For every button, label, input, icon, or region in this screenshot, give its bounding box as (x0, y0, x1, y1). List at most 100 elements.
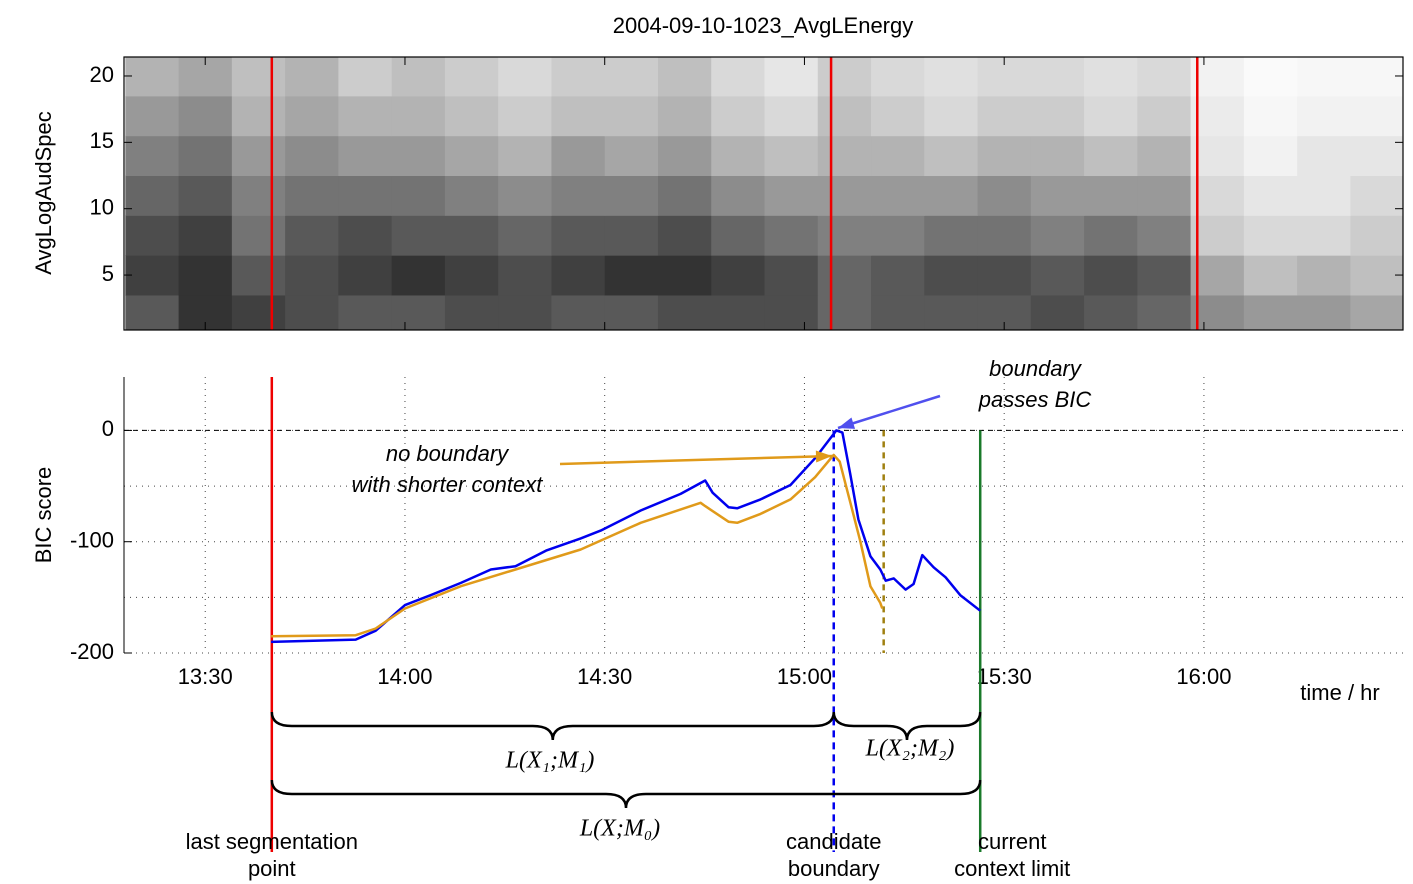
heatmap-cell (338, 135, 393, 177)
heatmap-cell (604, 95, 659, 137)
heatmap-cell (391, 135, 446, 177)
heatmap-cell (977, 255, 1032, 296)
heatmap-cell (1350, 294, 1403, 330)
heatmap-cell (231, 215, 286, 256)
y-tick-label: 15 (90, 128, 114, 153)
heatmap-cell (231, 135, 286, 177)
heatmap-cell (551, 175, 606, 216)
heatmap-cell (604, 135, 659, 177)
heatmap-cell (1243, 175, 1298, 216)
heatmap-cell (604, 215, 659, 256)
heatmap-cell (1030, 294, 1085, 330)
heatmap-cell (444, 294, 499, 330)
marker-label: last segmentation (186, 829, 358, 854)
heatmap-cell (498, 255, 552, 296)
heatmap-cell (551, 294, 606, 330)
heatmap-cell (1350, 175, 1403, 216)
heatmap-cell (871, 95, 925, 137)
heatmap-cell (711, 135, 765, 177)
heatmap-cell (178, 255, 233, 296)
y-tick-label: 20 (90, 62, 114, 87)
heatmap-cell (764, 95, 819, 137)
heatmap-cell (231, 57, 286, 97)
heatmap-cell (1030, 95, 1085, 137)
heatmap-cell (1084, 294, 1138, 330)
heatmap-cell (338, 215, 393, 256)
heatmap-cell (551, 135, 606, 177)
heatmap-cell (444, 135, 499, 177)
heatmap-cell (657, 135, 712, 177)
heatmap-cell (817, 255, 872, 296)
heatmap-cell (817, 135, 872, 177)
heatmap-cell (657, 255, 712, 296)
heatmap-cell (711, 294, 765, 330)
heatmap-cell (871, 215, 925, 256)
heatmap-cell (1297, 95, 1351, 137)
heatmap-cell (498, 294, 552, 330)
heatmap-cell (977, 175, 1032, 216)
brace (270, 779, 982, 809)
heatmap-cell (764, 294, 819, 330)
x-tick-label: 15:30 (977, 664, 1032, 689)
heatmap-cell (924, 175, 979, 216)
heatmap-cell (551, 95, 606, 137)
heatmap-cell (444, 255, 499, 296)
heatmap-cell (551, 255, 606, 296)
heatmap-cell (711, 95, 765, 137)
heatmap-cell (977, 215, 1032, 256)
heatmap-cell (1350, 135, 1403, 177)
plot-frame (123, 56, 1404, 331)
y-axis-title: AvgLogAudSpec (31, 111, 56, 275)
series-line (271, 429, 981, 644)
heatmap-cell (924, 95, 979, 137)
brace (832, 711, 982, 741)
heatmap-cell (764, 175, 819, 216)
heatmap-cell (1030, 255, 1085, 296)
heatmap-cell (1243, 135, 1298, 177)
heatmap-cell (1084, 95, 1138, 137)
heatmap-cell (338, 294, 393, 330)
heatmap-cell (1190, 255, 1245, 296)
heatmap-cell (1297, 57, 1351, 97)
brace-label: L(X₂;M₂) (865, 736, 955, 762)
heatmap-cell (125, 255, 180, 296)
heatmap-cell (977, 95, 1032, 137)
heatmap-cell (285, 294, 339, 330)
heatmap-cell (391, 175, 446, 216)
marker-label: current (978, 829, 1046, 854)
heatmap-cell (1030, 57, 1085, 97)
heatmap-cell (285, 175, 339, 216)
heatmap-cell (871, 255, 925, 296)
annotation: no boundary (386, 441, 510, 466)
heatmap-cell (1297, 135, 1351, 177)
annotation: passes BIC (978, 387, 1092, 412)
heatmap-cell (1350, 57, 1403, 97)
heatmap-cell (498, 135, 552, 177)
heatmap-cell (924, 215, 979, 256)
heatmap-cell (178, 215, 233, 256)
heatmap-cell (551, 57, 606, 97)
heatmap-cell (285, 135, 339, 177)
heatmap-cell (1243, 294, 1298, 330)
heatmap-cell (1297, 255, 1351, 296)
x-axis-title: time / hr (1300, 680, 1379, 705)
heatmap-cell (657, 294, 712, 330)
heatmap-cell (764, 57, 819, 97)
heatmap-cell (391, 255, 446, 296)
heatmap-cell (231, 95, 286, 137)
heatmap-cell (1137, 215, 1192, 256)
chart-title: 2004-09-10-1023_AvgLEnergy (613, 13, 914, 38)
heatmap-cell (817, 57, 872, 97)
heatmap-cell (924, 294, 979, 330)
heatmap-cell (604, 294, 659, 330)
heatmap-cell (1137, 255, 1192, 296)
heatmap-cell (338, 255, 393, 296)
heatmap-cells (125, 57, 1403, 330)
heatmap-cell (1190, 57, 1245, 97)
heatmap-cell (444, 95, 499, 137)
heatmap-cell (125, 215, 180, 256)
heatmap-cell (711, 175, 765, 216)
heatmap-cell (1190, 175, 1245, 216)
heatmap-cell (1297, 294, 1351, 330)
heatmap-cell (1243, 255, 1298, 296)
